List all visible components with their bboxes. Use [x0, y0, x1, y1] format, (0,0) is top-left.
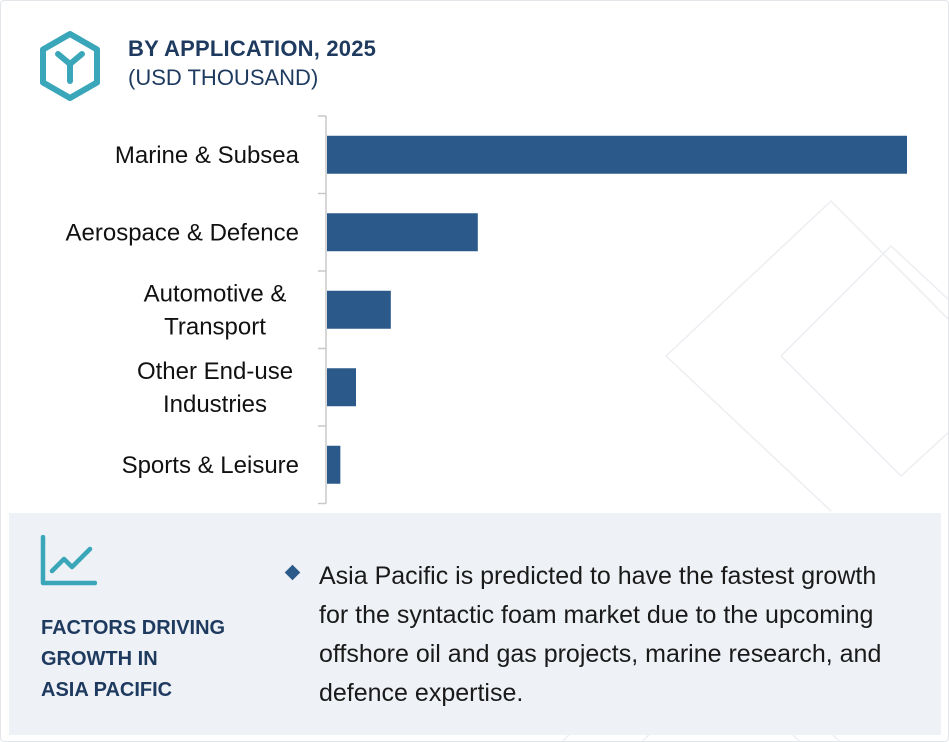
bar: [327, 445, 341, 484]
trend-line-icon: [40, 535, 97, 586]
bar-chart: Marine & Subsea Aerospace & Defence Automo…: [66, 115, 907, 505]
bar: [327, 290, 391, 329]
factors-panel: FACTORS DRIVING GROWTH IN ASIA PACIFIC A…: [9, 513, 941, 735]
category-label: Aerospace & Defence: [66, 219, 299, 246]
factors-title-line: FACTORS DRIVING: [41, 617, 226, 639]
bar: [327, 213, 478, 252]
category-label: Transport: [164, 313, 266, 340]
factors-title-line: GROWTH IN: [41, 648, 158, 670]
category-label: Other End-use: [137, 358, 293, 385]
category-label: Sports & Leisure: [122, 452, 299, 479]
factors-title: FACTORS DRIVING GROWTH IN ASIA PACIFIC: [41, 613, 271, 706]
category-label: Marine & Subsea: [115, 142, 300, 169]
category-label: Automotive &: [144, 280, 287, 307]
category-label: Industries: [163, 391, 267, 418]
bar: [327, 135, 907, 174]
factor-bullet-text: Asia Pacific is predicted to have the fa…: [319, 562, 882, 707]
chart-title: BY APPLICATION, 2025: [128, 36, 377, 61]
factors-title-line: ASIA PACIFIC: [41, 679, 173, 701]
diamond-bullet-icon: [284, 564, 301, 581]
hexagon-logo-icon: [40, 31, 100, 101]
chart-subtitle: (USD THOUSAND): [128, 65, 319, 90]
bar: [327, 368, 356, 407]
